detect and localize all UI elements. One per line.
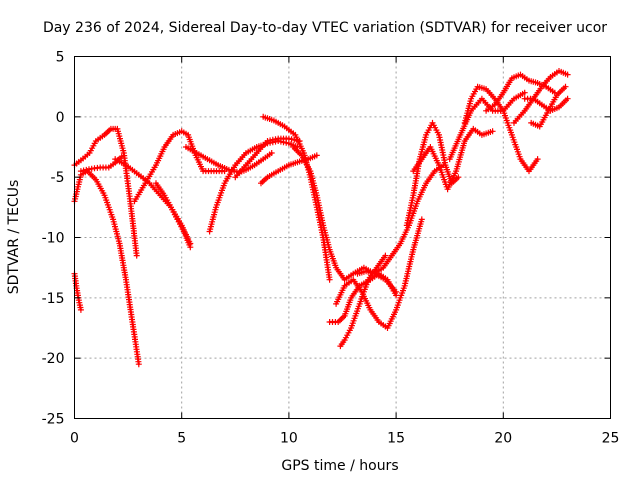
data-series [71,68,571,368]
x-tick-label: 15 [387,431,405,447]
x-tick-label: 5 [177,431,186,447]
series-arc-1 [71,270,84,313]
series-markers [483,71,558,114]
x-tick-label: 10 [280,431,298,447]
series-arc-15 [333,216,425,331]
series-arc-17 [354,162,447,277]
series-arc-6 [131,128,228,205]
y-tick-label: -10 [42,231,65,247]
series-markers [521,68,571,102]
series-markers [290,144,400,295]
series-markers [528,83,569,130]
series-arc-21 [461,83,541,175]
series-arc-18 [403,119,462,229]
series-arc-3 [71,125,140,259]
series-arc-11 [258,152,320,187]
series-markers [206,138,301,235]
series-markers [153,180,194,251]
chart-title: Day 236 of 2024, Sidereal Day-to-day VTE… [43,20,607,36]
series-arc-7 [153,180,194,251]
y-axis-label: SDTVAR / TECUs [6,180,22,295]
series-arc-19 [410,125,496,193]
grid [74,56,611,419]
series-markers [232,135,303,181]
series-markers [183,144,275,176]
series-arc-16 [337,252,389,350]
series-arc-24 [521,68,571,102]
series-markers [461,83,541,175]
series-markers [71,125,140,259]
series-markers [71,270,84,313]
series-line [73,127,138,257]
series-markers [71,168,142,368]
series-arc-25 [528,83,569,130]
series-markers [410,125,496,193]
y-tick-label: -20 [42,351,65,367]
series-line [133,130,226,203]
x-tick-label: 20 [494,431,512,447]
series-arc-2 [71,168,142,368]
series-markers [131,128,228,205]
series-arc-13 [290,144,400,295]
x-tick-label: 0 [70,431,79,447]
x-tick-label: 25 [602,431,620,447]
series-markers [354,162,447,277]
series-arc-9 [206,138,301,235]
y-tick-label: -15 [42,291,65,307]
y-tick-label: 5 [56,50,65,66]
axis-ticks: 0 5 10 15 20 25 -25 -20 -15 -10 -5 0 5 [42,50,620,447]
series-markers [403,119,462,229]
y-tick-label: -25 [42,412,65,428]
series-arc-23 [511,95,571,126]
series-arc-10 [232,135,303,181]
series-arc-8 [183,144,275,176]
y-tick-label: 0 [56,110,65,126]
y-tick-label: -5 [51,170,65,186]
x-axis-label: GPS time / hours [281,458,398,474]
